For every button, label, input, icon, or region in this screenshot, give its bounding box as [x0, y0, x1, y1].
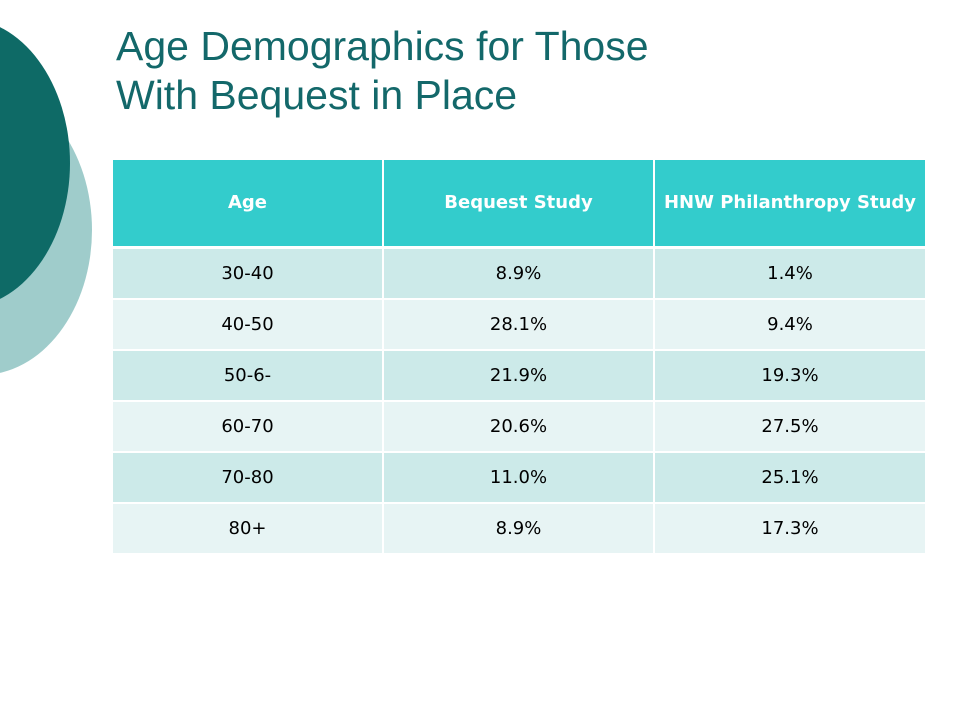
cell-age: 80+ — [113, 503, 384, 555]
header-bequest-study: Bequest Study — [383, 160, 655, 249]
cell-bequest-study: 11.0% — [383, 452, 655, 504]
table-row: 40-50 28.1% 9.4% — [113, 299, 925, 351]
cell-bequest-study: 28.1% — [383, 299, 655, 351]
page-title: Age Demographics for Those With Bequest … — [116, 22, 916, 120]
cell-age: 30-40 — [113, 247, 384, 300]
table-row: 70-80 11.0% 25.1% — [113, 452, 925, 504]
cell-age: 50-6- — [113, 350, 384, 402]
table-row: 30-40 8.9% 1.4% — [113, 247, 925, 300]
cell-hnw-philanthropy-study: 9.4% — [654, 299, 925, 351]
title-line-1: Age Demographics for Those — [116, 23, 649, 69]
table-row: 80+ 8.9% 17.3% — [113, 503, 925, 555]
header-hnw-philanthropy-study: HNW Philanthropy Study — [654, 160, 925, 249]
table-row: 60-70 20.6% 27.5% — [113, 401, 925, 453]
cell-bequest-study: 8.9% — [383, 247, 655, 300]
cell-age: 70-80 — [113, 452, 384, 504]
table-row: 50-6- 21.9% 19.3% — [113, 350, 925, 402]
age-demographics-table: Age Bequest Study HNW Philanthropy Study… — [113, 160, 925, 555]
cell-hnw-philanthropy-study: 27.5% — [654, 401, 925, 453]
table-header-row: Age Bequest Study HNW Philanthropy Study — [113, 160, 925, 249]
cell-hnw-philanthropy-study: 19.3% — [654, 350, 925, 402]
title-line-2: With Bequest in Place — [116, 72, 518, 118]
cell-bequest-study: 21.9% — [383, 350, 655, 402]
cell-hnw-philanthropy-study: 25.1% — [654, 452, 925, 504]
cell-bequest-study: 20.6% — [383, 401, 655, 453]
cell-age: 40-50 — [113, 299, 384, 351]
cell-hnw-philanthropy-study: 17.3% — [654, 503, 925, 555]
cell-bequest-study: 8.9% — [383, 503, 655, 555]
cell-hnw-philanthropy-study: 1.4% — [654, 247, 925, 300]
header-age: Age — [113, 160, 384, 249]
cell-age: 60-70 — [113, 401, 384, 453]
